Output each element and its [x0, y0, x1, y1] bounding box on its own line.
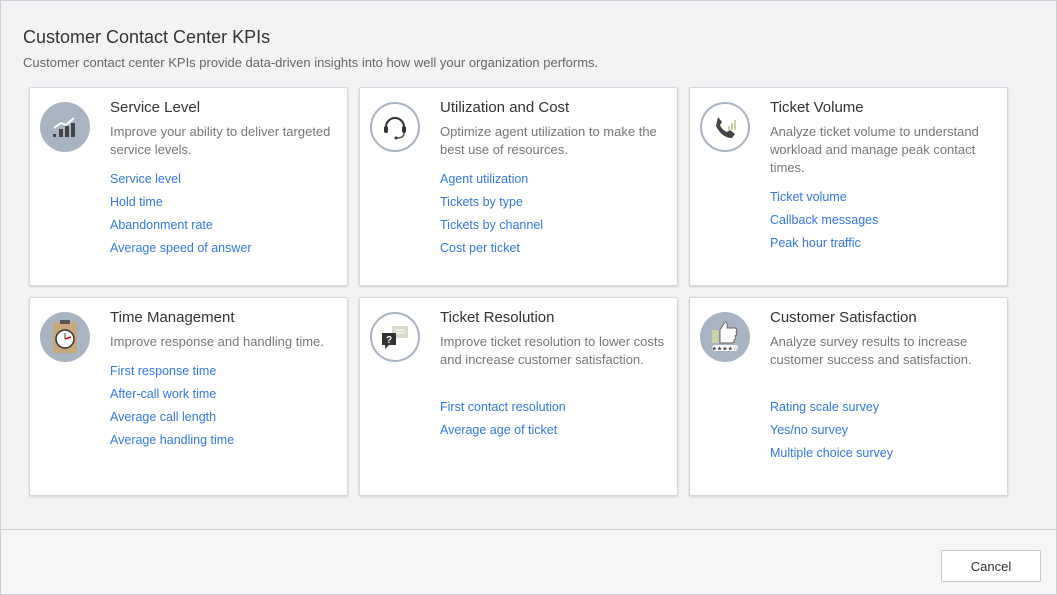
card-description: Improve your ability to deliver targeted…	[110, 124, 331, 157]
kpi-card: ? Ticket Resolution Improve ticket resol…	[359, 297, 678, 496]
kpi-card: Service Level Improve your ability to de…	[29, 87, 348, 286]
kpi-link[interactable]: First contact resolution	[440, 400, 566, 414]
card-description: Improve response and handling time.	[110, 334, 324, 349]
kpi-link[interactable]: Average speed of answer	[110, 241, 252, 255]
kpi-links: Ticket volume Callback messages Peak hour …	[770, 190, 878, 259]
kpi-link[interactable]: Peak hour traffic	[770, 236, 861, 250]
card-title: Customer Satisfaction	[770, 309, 917, 326]
kpi-card: Ticket Volume Analyze ticket volume to u…	[689, 87, 1008, 286]
card-description: Optimize agent utilization to make the b…	[440, 124, 657, 157]
kpi-card: ★★★★☆ Customer Satisfaction Analyze surv…	[689, 297, 1008, 496]
kpi-links: First response time After-call work time A…	[110, 364, 234, 456]
kpi-links: Agent utilization Tickets by type Tickets …	[440, 172, 543, 264]
thumbs-up-icon: ★★★★☆	[700, 312, 750, 362]
kpi-link[interactable]: Rating scale survey	[770, 400, 880, 414]
kpi-link[interactable]: Tickets by type	[440, 195, 523, 209]
kpi-links: First contact resolution Average age of t…	[440, 400, 566, 446]
kpi-link[interactable]: Abandonment rate	[110, 218, 213, 232]
kpi-link[interactable]: Average call length	[110, 410, 217, 424]
kpi-link[interactable]: Ticket volume	[770, 190, 847, 204]
kpi-link[interactable]: Average age of ticket	[440, 423, 558, 437]
card-description: Analyze ticket volume to understand work…	[770, 124, 979, 175]
card-description: Improve ticket resolution to lower costs…	[440, 334, 664, 367]
chart-growth-icon	[40, 102, 90, 152]
kpi-link[interactable]: Service level	[110, 172, 181, 186]
svg-text:?: ?	[386, 335, 392, 346]
kpi-link[interactable]: Callback messages	[770, 213, 879, 227]
kpi-link[interactable]: Cost per ticket	[440, 241, 520, 255]
kpi-links: Rating scale survey Yes/no survey Multiple…	[770, 400, 893, 469]
kpi-card: Time Management Improve response and han…	[29, 297, 348, 496]
kpi-link[interactable]: Tickets by channel	[440, 218, 544, 232]
phone-icon	[700, 102, 750, 152]
kpi-links: Service level Hold time Abandonment rate Av…	[110, 172, 252, 264]
page-title: Customer Contact Center KPIs	[23, 27, 271, 47]
cancel-button[interactable]: Cancel	[941, 550, 1041, 582]
kpi-link[interactable]: Hold time	[110, 195, 163, 209]
kpi-link[interactable]: Average handling time	[110, 433, 235, 447]
kpi-link[interactable]: Yes/no survey	[770, 423, 849, 437]
kpi-link[interactable]: Agent utilization	[440, 172, 529, 186]
kpi-link[interactable]: Multiple choice survey	[770, 446, 893, 460]
card-description: Analyze survey results to increase custo…	[770, 334, 972, 367]
card-title: Ticket Volume	[770, 99, 864, 116]
card-title: Service Level	[110, 99, 201, 116]
svg-text:★★★★☆: ★★★★☆	[712, 346, 739, 353]
card-title: Utilization and Cost	[440, 99, 570, 116]
footer: Cancel	[1, 529, 1056, 594]
stopwatch-icon	[40, 312, 90, 362]
chat-question-icon: ?	[370, 312, 420, 362]
card-title: Time Management	[110, 309, 235, 326]
card-title: Ticket Resolution	[440, 309, 555, 326]
headset-icon	[370, 102, 420, 152]
kpi-card: Utilization and Cost Optimize agent util…	[359, 87, 678, 286]
page-subtitle: Customer contact center KPIs provide dat…	[23, 55, 599, 70]
kpi-link[interactable]: First response time	[110, 364, 217, 378]
kpi-link[interactable]: After-call work time	[110, 387, 217, 401]
